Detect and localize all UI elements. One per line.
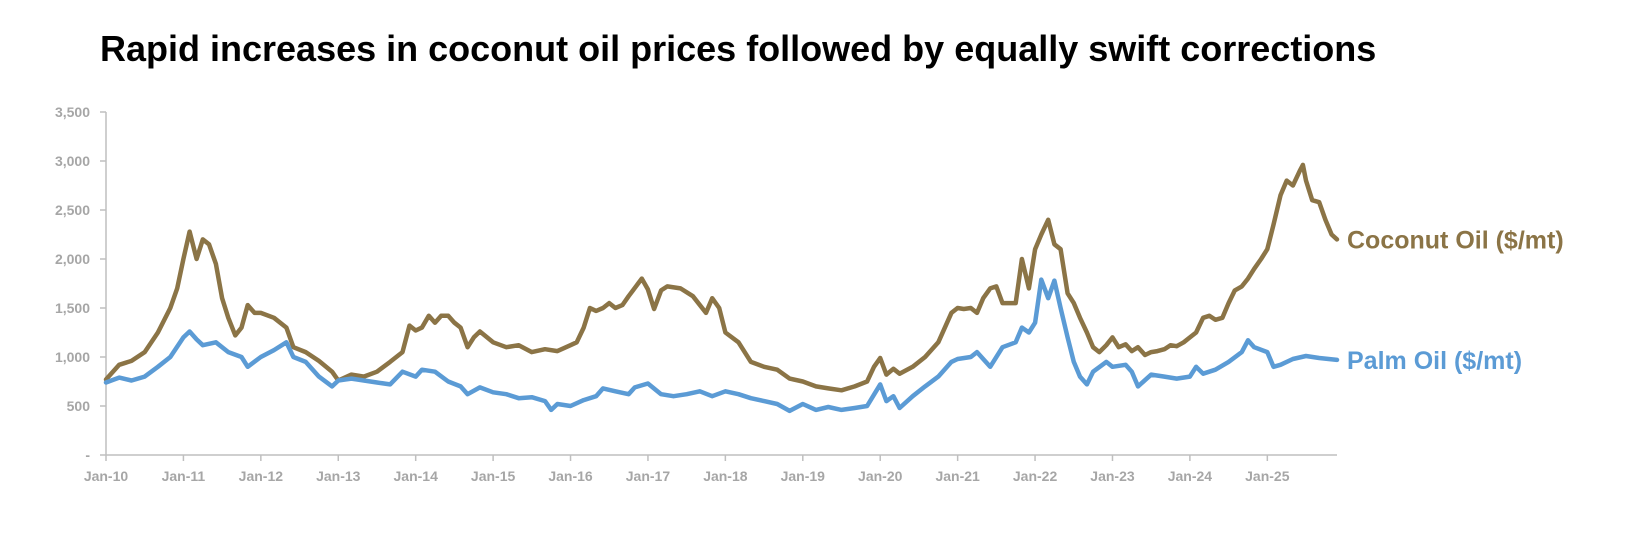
series-line-coconut-oil-mt xyxy=(103,162,1340,393)
x-tick-label: Jan-24 xyxy=(1168,468,1213,484)
x-tick-label: Jan-12 xyxy=(239,468,284,484)
x-tick-label: Jan-21 xyxy=(935,468,980,484)
chart-title: Rapid increases in coconut oil prices fo… xyxy=(100,28,1377,69)
y-tick-label: - xyxy=(85,447,90,463)
axes xyxy=(105,112,1337,456)
x-tick-label: Jan-14 xyxy=(394,468,439,484)
x-tick-label: Jan-17 xyxy=(626,468,671,484)
y-tick-label: 3,500 xyxy=(55,104,90,120)
x-tick-label: Jan-23 xyxy=(1090,468,1135,484)
y-axis-ticks: - 500 1,000 1,500 2,000 2,500 3,000 3,500 xyxy=(55,104,106,463)
x-tick-label: Jan-15 xyxy=(471,468,516,484)
x-axis-ticks: Jan-10 Jan-11 Jan-12 Jan-13 Jan-14 Jan-15 Jan-… xyxy=(84,455,1290,484)
y-tick-label: 2,000 xyxy=(55,251,90,267)
x-tick-label: Jan-20 xyxy=(858,468,903,484)
series-labels: Coconut Oil ($/mt) Palm Oil ($/mt) xyxy=(1347,226,1564,375)
series-line-palm-oil-mt xyxy=(103,277,1340,414)
x-tick-label: Jan-22 xyxy=(1013,468,1058,484)
x-tick-label: Jan-16 xyxy=(548,468,593,484)
series-lines xyxy=(103,162,1340,414)
y-tick-label: 3,000 xyxy=(55,153,90,169)
y-tick-label: 1,000 xyxy=(55,349,90,365)
series-label-palm-oil-mt: Palm Oil ($/mt) xyxy=(1347,347,1522,375)
y-tick-label: 1,500 xyxy=(55,300,90,316)
x-tick-label: Jan-25 xyxy=(1245,468,1290,484)
x-tick-label: Jan-11 xyxy=(162,468,206,484)
x-tick-label: Jan-13 xyxy=(316,468,361,484)
x-tick-label: Jan-10 xyxy=(84,468,129,484)
x-tick-label: Jan-18 xyxy=(703,468,748,484)
y-tick-label: 2,500 xyxy=(55,202,90,218)
series-label-coconut-oil-mt: Coconut Oil ($/mt) xyxy=(1347,226,1564,254)
y-tick-label: 500 xyxy=(67,398,91,414)
x-tick-label: Jan-19 xyxy=(781,468,826,484)
